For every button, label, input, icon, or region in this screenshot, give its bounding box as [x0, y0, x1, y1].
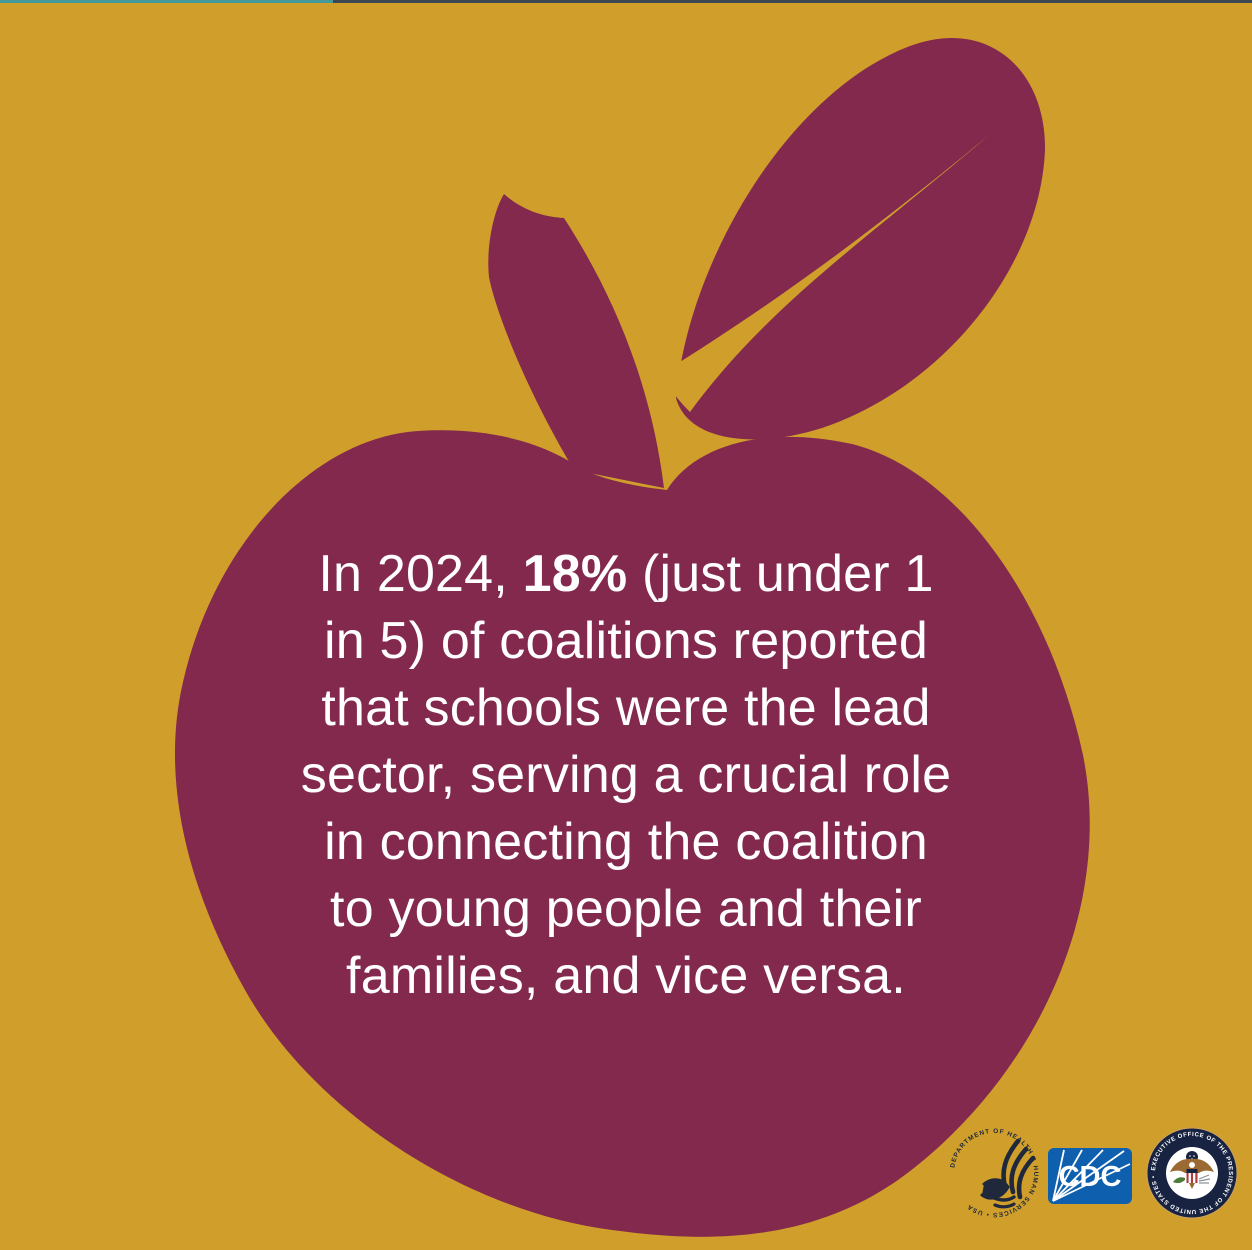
- logo-row: DEPARTMENT OF HEALTH & HUMAN SERVICES • …: [940, 1120, 1252, 1230]
- cdc-logo-icon: CDC: [1048, 1148, 1132, 1204]
- hhs-eagle-glyph: [980, 1138, 1036, 1209]
- headline-line: sector, serving a crucial role: [300, 746, 952, 804]
- leaf-vein-cutout: [664, 136, 988, 412]
- headline-line: In 2024, 18% (just under 1: [246, 541, 1006, 608]
- top-strip-teal-segment: [0, 0, 333, 3]
- apple-body-shape: [174, 430, 1090, 1237]
- headline-line: to young people and their: [330, 880, 922, 938]
- headline-line: families, and vice versa.: [346, 947, 906, 1005]
- headline-stat: 18%: [522, 545, 628, 603]
- headline-text: In 2024, 18% (just under 1 in 5) of coal…: [246, 541, 1006, 1010]
- headline-line: in connecting the coalition: [324, 813, 928, 871]
- top-strip-slate-segment: [333, 0, 1252, 3]
- headline-line1-suffix: (just under 1: [627, 545, 934, 603]
- eop-seal-eagle-glyph: [1170, 1151, 1214, 1189]
- hhs-logo-icon: DEPARTMENT OF HEALTH & HUMAN SERVICES • …: [949, 1128, 1038, 1218]
- top-edge-strip: [0, 0, 1252, 3]
- headline-line: that schools were the lead: [321, 679, 931, 737]
- cdc-logo-rays: [1052, 1149, 1131, 1202]
- cdc-logo-text: CDC: [1059, 1161, 1122, 1193]
- headline-line: in 5) of coalitions reported: [324, 612, 928, 670]
- apple-stem-shape: [488, 194, 664, 488]
- headline-line1-prefix: In 2024,: [318, 545, 523, 603]
- eop-seal-icon: EXECUTIVE OFFICE OF THE PRESIDENT OF THE…: [1146, 1127, 1238, 1219]
